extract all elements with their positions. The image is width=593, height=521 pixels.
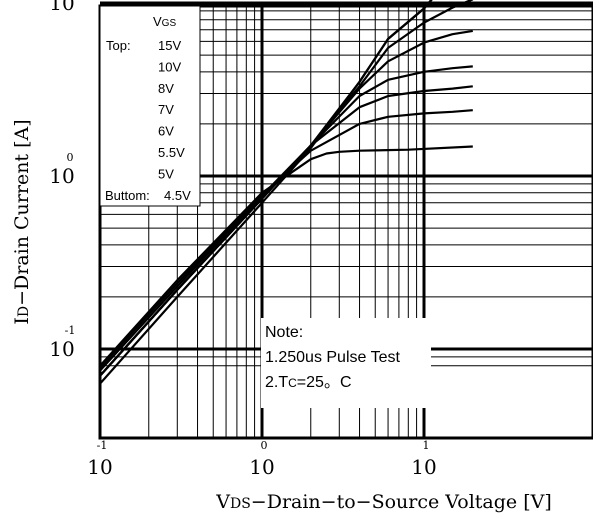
legend-entry: 10V: [158, 59, 181, 74]
note: Note: 1.250us Pulse Test 2.TC=25。C: [261, 318, 431, 408]
x-axis-label: VDS−Drain−to−Source Voltage [V]: [215, 491, 552, 513]
note-line1: 1.250us Pulse Test: [265, 349, 400, 366]
y-axis-label: ID−Drain Current [A]: [11, 119, 33, 324]
curve-group: [99, 0, 474, 385]
legend-entry: 7V: [158, 102, 174, 117]
legend-header: VGS: [153, 14, 176, 29]
x-tick-label-exponent: 1: [423, 439, 430, 452]
x-tick-label-base: 10: [411, 455, 436, 479]
note-box: [261, 318, 431, 408]
x-tick-labels: 10 -1 10 0 10 1: [87, 439, 436, 479]
legend-entry: 5V: [158, 166, 174, 181]
legend-box: [99, 5, 201, 207]
legend-entry: 15V: [158, 38, 181, 53]
x-tick-label-exponent: -1: [97, 439, 108, 452]
plot-frame: [98, 4, 593, 440]
y-tick-label-base: 10: [49, 0, 74, 15]
curve-vgs-5_5v: [99, 109, 473, 369]
note-line2: 2.TC=25。C: [265, 374, 352, 391]
legend-bottom-label: Buttom:: [105, 188, 150, 203]
y-tick-label-base: 10: [49, 337, 74, 361]
legend-entry: 8V: [158, 81, 174, 96]
y-tick-label-exponent: -1: [65, 324, 76, 337]
legend-entry: 4.5V: [164, 188, 191, 203]
curve-vgs-5v: [99, 145, 473, 367]
legend-top-label: Top:: [106, 38, 131, 53]
x-tick-label-exponent: 0: [261, 439, 268, 452]
legend-entry: 6V: [158, 124, 174, 139]
y-tick-label-base: 10: [49, 164, 74, 188]
legend-entry: 5.5V: [158, 145, 185, 160]
legend-entries: 15V 10V 8V 7V 6V 5.5V 5V 4.5V: [158, 38, 191, 203]
curve-vgs-7v: [99, 65, 473, 377]
x-tick-label-base: 10: [249, 455, 274, 479]
x-tick-label-base: 10: [87, 455, 112, 479]
note-title: Note:: [265, 324, 303, 341]
legend: VGS Top: Buttom: 15V 10V 8V 7V 6V 5.5V 5V 4.5V: [99, 5, 201, 207]
y-tick-label-exponent: 0: [67, 151, 74, 164]
curve-vgs-4_5v: [99, 0, 433, 385]
curve-vgs-6v: [99, 85, 473, 372]
